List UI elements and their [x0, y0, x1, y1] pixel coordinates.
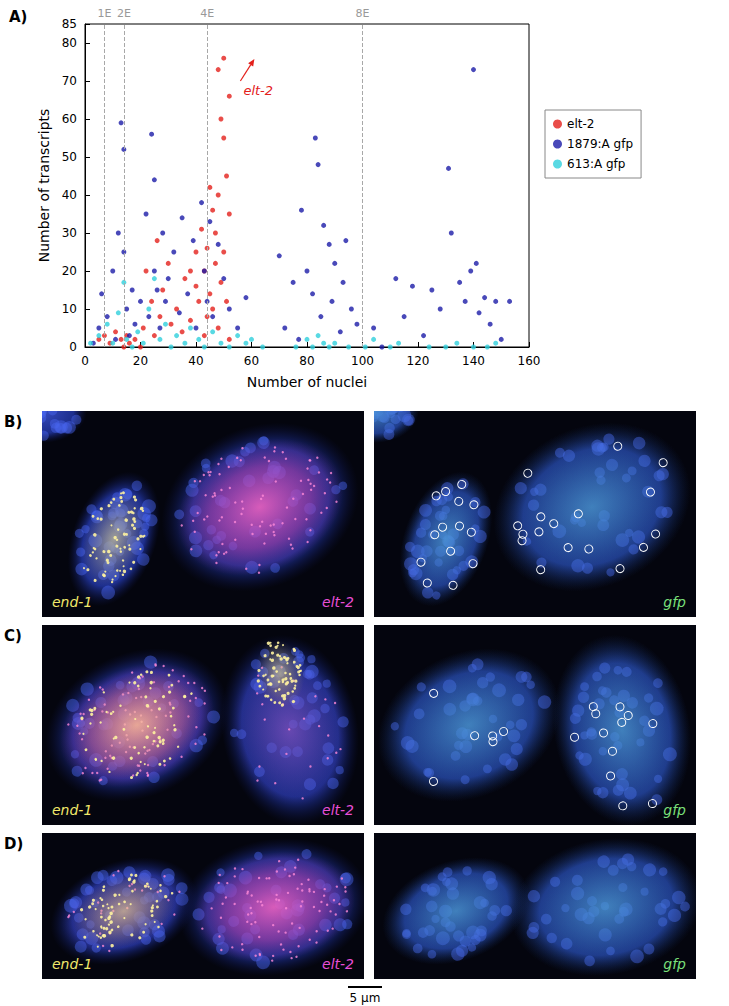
svg-text:D): D) [4, 835, 23, 853]
svg-text:1879:A gfp: 1879:A gfp [567, 137, 633, 151]
svg-text:60: 60 [62, 112, 77, 126]
svg-text:160: 160 [518, 354, 541, 368]
svg-text:gfp: gfp [663, 802, 686, 818]
svg-text:A): A) [9, 8, 27, 26]
svg-text:end-1: end-1 [52, 956, 92, 972]
svg-text:Number of transcripts: Number of transcripts [36, 109, 52, 263]
svg-text:C): C) [4, 627, 22, 645]
svg-text:Number of nuclei: Number of nuclei [247, 374, 367, 390]
svg-text:20: 20 [133, 354, 148, 368]
svg-text:gfp: gfp [663, 956, 686, 972]
svg-text:elt-2: elt-2 [322, 802, 354, 818]
svg-text:elt-2: elt-2 [567, 117, 594, 131]
svg-text:85: 85 [62, 17, 77, 31]
svg-text:elt-2: elt-2 [243, 83, 273, 98]
svg-text:elt-2: elt-2 [322, 956, 354, 972]
svg-text:70: 70 [62, 74, 77, 88]
svg-text:30: 30 [62, 226, 77, 240]
svg-text:40: 40 [188, 354, 203, 368]
svg-text:end-1: end-1 [52, 802, 92, 818]
svg-text:613:A gfp: 613:A gfp [567, 157, 625, 171]
svg-text:8E: 8E [356, 7, 370, 20]
svg-text:100: 100 [351, 354, 374, 368]
svg-text:B): B) [4, 413, 22, 431]
svg-text:140: 140 [462, 354, 485, 368]
svg-text:40: 40 [62, 188, 77, 202]
svg-text:20: 20 [62, 264, 77, 278]
svg-text:50: 50 [62, 150, 77, 164]
svg-text:gfp: gfp [663, 594, 686, 610]
svg-text:1E: 1E [97, 7, 111, 20]
svg-text:0: 0 [81, 354, 89, 368]
svg-text:60: 60 [244, 354, 259, 368]
svg-text:80: 80 [299, 354, 314, 368]
svg-text:4E: 4E [200, 7, 214, 20]
svg-text:5 µm: 5 µm [350, 991, 381, 1005]
svg-text:0: 0 [69, 340, 77, 354]
svg-text:80: 80 [62, 36, 77, 50]
svg-text:end-1: end-1 [52, 594, 92, 610]
svg-text:120: 120 [407, 354, 430, 368]
svg-text:elt-2: elt-2 [322, 594, 354, 610]
svg-text:2E: 2E [117, 7, 131, 20]
svg-text:10: 10 [62, 302, 77, 316]
